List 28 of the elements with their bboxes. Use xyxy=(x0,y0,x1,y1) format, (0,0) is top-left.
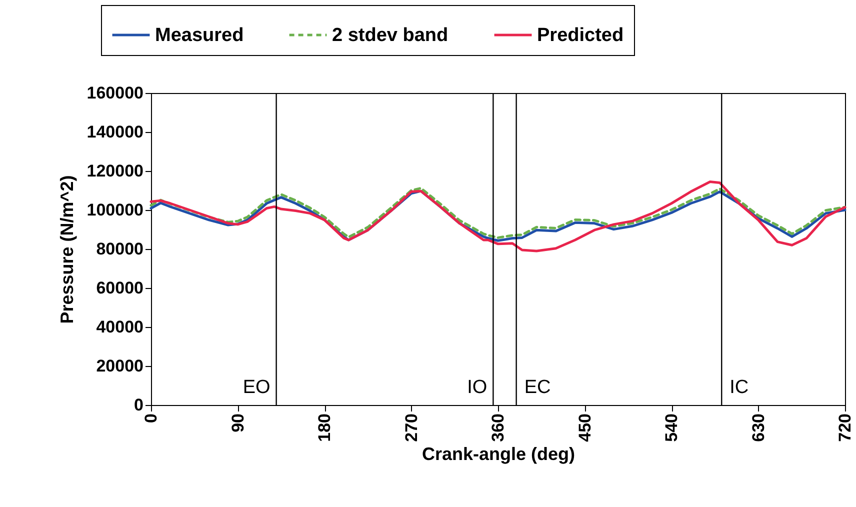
legend-label: Predicted xyxy=(537,25,624,46)
y-tick-label: 80000 xyxy=(96,240,144,258)
y-tick-label: 120000 xyxy=(86,162,144,180)
y-tick-label: 0 xyxy=(134,396,144,414)
legend-label: 2 stdev band xyxy=(332,25,448,46)
y-tick-label: 60000 xyxy=(96,278,144,298)
y-tick-label: 20000 xyxy=(96,356,144,376)
x-tick-label: 720 xyxy=(836,414,854,442)
line-series xyxy=(150,180,846,252)
y-tick-label: 160000 xyxy=(86,84,144,102)
ref-line-label: IC xyxy=(730,377,749,398)
y-axis-title: Pressure (N/m^2) xyxy=(56,175,77,324)
ref-line-label: EC xyxy=(524,377,551,398)
x-tick-label: 270 xyxy=(402,414,421,442)
x-tick-label: 450 xyxy=(575,414,594,442)
x-tick-label: 630 xyxy=(748,414,768,442)
x-tick-label: 360 xyxy=(488,414,508,442)
y-tick-label: 40000 xyxy=(96,318,144,336)
y-tick-label: 100000 xyxy=(86,200,144,220)
x-tick-label: 90 xyxy=(228,414,248,432)
ref-line-label: IO xyxy=(467,377,488,398)
x-tick-label: 0 xyxy=(142,414,160,423)
x-tick-label: 540 xyxy=(662,414,681,442)
x-axis-title: Crank-angle (deg) xyxy=(422,444,576,464)
legend-label: Measured xyxy=(155,25,244,46)
ref-line-label: EO xyxy=(242,377,270,398)
x-tick-label: 180 xyxy=(315,414,334,442)
y-tick-label: 140000 xyxy=(86,122,144,142)
